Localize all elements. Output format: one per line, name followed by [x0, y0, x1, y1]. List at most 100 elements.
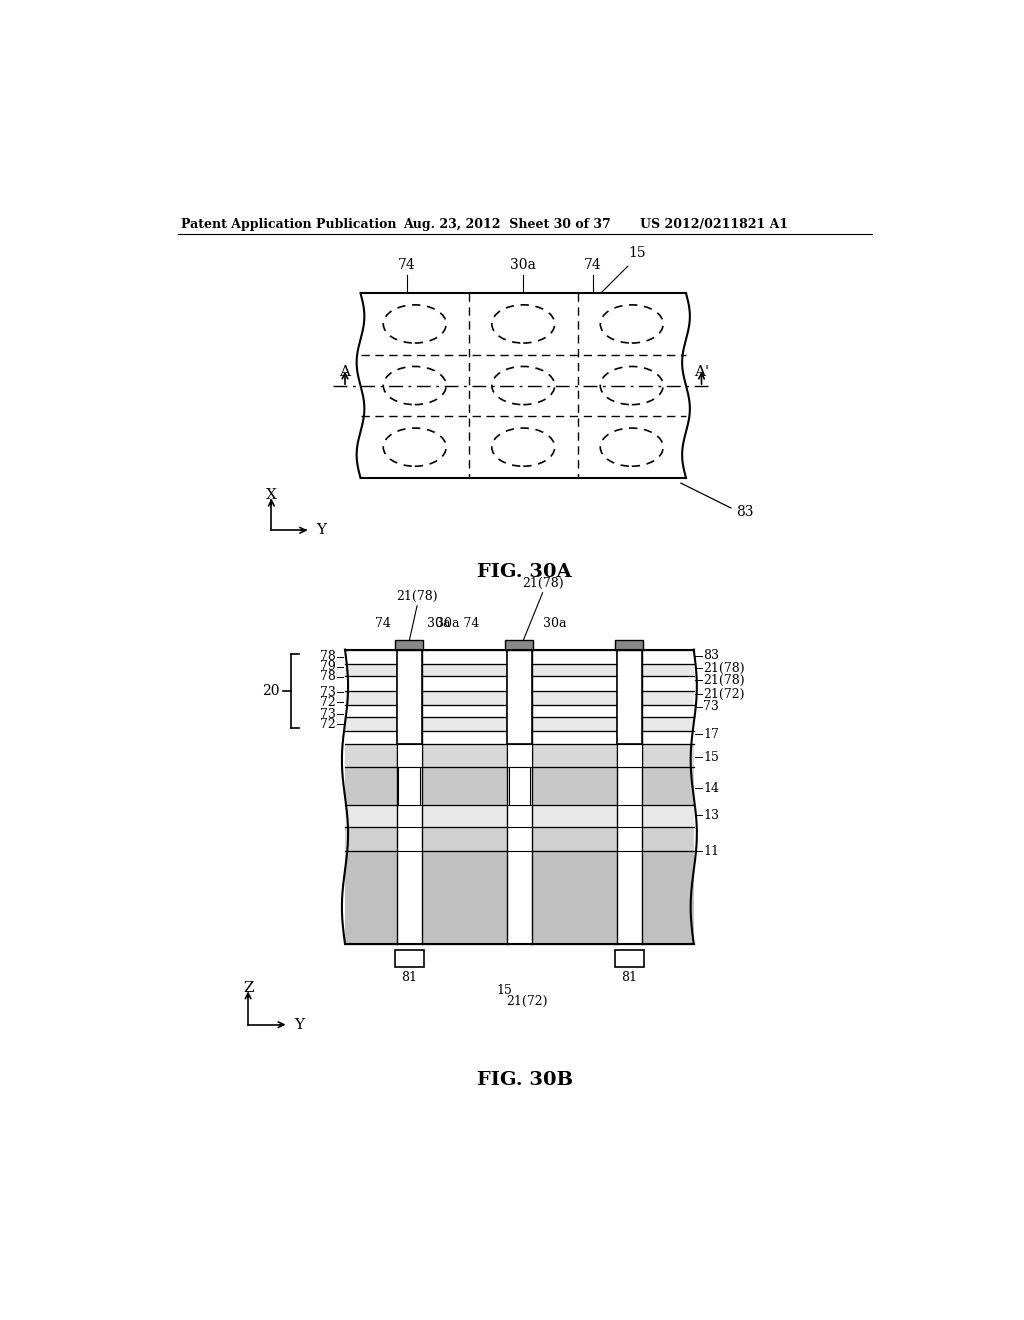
- Bar: [531, 805, 617, 826]
- Bar: [422, 767, 507, 805]
- Text: 21(78): 21(78): [703, 661, 744, 675]
- Bar: [422, 718, 507, 731]
- Text: X: X: [266, 488, 276, 502]
- Bar: [642, 767, 693, 805]
- Text: 14: 14: [703, 781, 719, 795]
- Bar: [507, 743, 531, 767]
- Text: 30a 74: 30a 74: [436, 616, 480, 630]
- Bar: [531, 718, 617, 731]
- Text: 72: 72: [319, 696, 336, 709]
- Text: 15: 15: [628, 246, 645, 260]
- Bar: [345, 649, 397, 664]
- Bar: [422, 826, 507, 851]
- Bar: [345, 826, 397, 851]
- Bar: [345, 718, 397, 731]
- Text: 81: 81: [401, 970, 418, 983]
- Bar: [422, 692, 507, 705]
- Bar: [345, 664, 397, 676]
- Bar: [642, 805, 693, 826]
- Text: 11: 11: [703, 845, 719, 858]
- Text: 73: 73: [319, 685, 336, 698]
- Bar: [642, 676, 693, 692]
- Bar: [345, 767, 397, 805]
- Bar: [345, 731, 397, 743]
- Text: 17: 17: [703, 727, 719, 741]
- Bar: [642, 731, 693, 743]
- Bar: [506, 640, 534, 649]
- Bar: [531, 692, 617, 705]
- Bar: [422, 851, 507, 944]
- Bar: [642, 664, 693, 676]
- Bar: [509, 767, 530, 805]
- Text: 30a: 30a: [427, 616, 451, 630]
- Bar: [345, 676, 397, 692]
- Text: 20: 20: [262, 684, 280, 698]
- Bar: [531, 731, 617, 743]
- Bar: [398, 767, 420, 805]
- Text: Aug. 23, 2012  Sheet 30 of 37: Aug. 23, 2012 Sheet 30 of 37: [403, 218, 611, 231]
- Bar: [531, 676, 617, 692]
- Bar: [345, 743, 397, 767]
- Text: 81: 81: [622, 970, 637, 983]
- Bar: [422, 664, 507, 676]
- Bar: [642, 649, 693, 664]
- Bar: [345, 705, 397, 718]
- Bar: [617, 649, 642, 743]
- Bar: [394, 950, 424, 966]
- Bar: [397, 649, 422, 743]
- Text: 78: 78: [319, 671, 336, 684]
- Text: 21(78): 21(78): [522, 577, 563, 590]
- Text: 73: 73: [319, 708, 336, 721]
- Text: 21(72): 21(72): [703, 688, 744, 701]
- Bar: [422, 805, 507, 826]
- Bar: [422, 731, 507, 743]
- Bar: [614, 950, 644, 966]
- Text: 74: 74: [398, 257, 416, 272]
- Bar: [422, 649, 507, 664]
- Bar: [531, 649, 617, 664]
- Text: 21(78): 21(78): [703, 675, 744, 686]
- Text: 15: 15: [496, 983, 512, 997]
- Bar: [642, 692, 693, 705]
- Text: 72: 72: [319, 718, 336, 731]
- Text: 79: 79: [319, 660, 336, 673]
- Bar: [422, 705, 507, 718]
- Bar: [642, 826, 693, 851]
- Bar: [642, 743, 693, 767]
- Bar: [531, 705, 617, 718]
- Bar: [507, 649, 531, 743]
- Text: 74: 74: [375, 616, 391, 630]
- Bar: [422, 743, 507, 767]
- Bar: [531, 664, 617, 676]
- Text: FIG. 30A: FIG. 30A: [477, 562, 572, 581]
- Text: FIG. 30B: FIG. 30B: [477, 1071, 572, 1089]
- Text: A': A': [694, 364, 709, 379]
- Bar: [642, 851, 693, 944]
- Text: 78: 78: [319, 649, 336, 663]
- Bar: [345, 805, 397, 826]
- Bar: [617, 743, 642, 767]
- Text: US 2012/0211821 A1: US 2012/0211821 A1: [640, 218, 787, 231]
- Text: Z: Z: [243, 981, 253, 995]
- Bar: [615, 640, 643, 649]
- Text: 73: 73: [703, 700, 719, 713]
- Bar: [642, 705, 693, 718]
- Text: Y: Y: [295, 1018, 304, 1032]
- Bar: [395, 640, 423, 649]
- Bar: [531, 767, 617, 805]
- Text: A: A: [340, 364, 350, 379]
- Bar: [531, 826, 617, 851]
- Text: 15: 15: [703, 751, 719, 764]
- Text: 21(78): 21(78): [396, 590, 438, 603]
- Text: 83: 83: [681, 483, 754, 520]
- Text: Patent Application Publication: Patent Application Publication: [180, 218, 396, 231]
- Bar: [345, 692, 397, 705]
- Bar: [531, 851, 617, 944]
- Text: 30a: 30a: [544, 616, 566, 630]
- Bar: [422, 676, 507, 692]
- Text: 13: 13: [703, 809, 719, 822]
- Bar: [397, 743, 422, 767]
- Bar: [531, 743, 617, 767]
- Text: Y: Y: [316, 523, 327, 537]
- Text: 83: 83: [703, 649, 719, 663]
